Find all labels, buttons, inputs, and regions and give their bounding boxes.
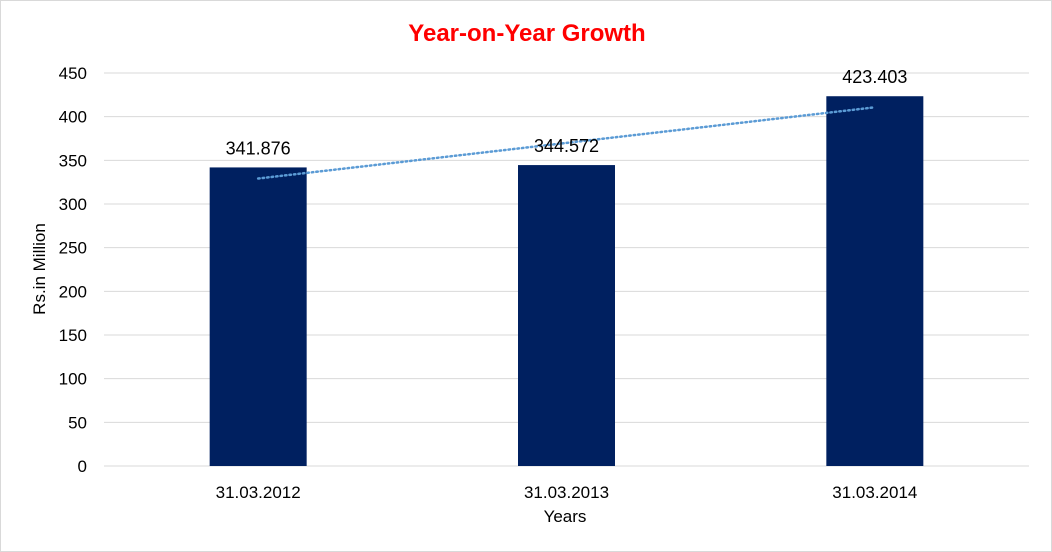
bar	[209, 167, 307, 467]
x-tick-label: 31.03.2013	[524, 483, 609, 502]
data-label: 341.876	[226, 138, 291, 158]
data-labels: 341.876 344.572 423.403	[226, 67, 908, 158]
y-tick-label: 250	[59, 239, 87, 258]
x-tick-label: 31.03.2012	[216, 483, 301, 502]
data-label: 344.572	[534, 136, 599, 156]
y-tick-label: 400	[59, 108, 87, 127]
y-tick-label: 200	[59, 282, 87, 301]
y-tick-label: 150	[59, 326, 87, 345]
x-axis-ticks: 31.03.2012 31.03.2013 31.03.2014	[216, 483, 918, 502]
trendline	[256, 106, 877, 180]
y-tick-label: 50	[68, 413, 87, 432]
y-axis-title: Rs.in Million	[30, 223, 49, 315]
x-tick-label: 31.03.2014	[832, 483, 917, 502]
y-tick-label: 350	[59, 151, 87, 170]
y-tick-label: 300	[59, 195, 87, 214]
y-axis-ticks: 0 50 100 150 200 250 300 350 400 450	[59, 64, 87, 476]
trendline-line	[256, 106, 877, 180]
y-tick-label: 0	[78, 457, 87, 476]
y-tick-label: 450	[59, 64, 87, 83]
bars	[209, 96, 924, 467]
chart-title: Year-on-Year Growth	[408, 20, 645, 47]
y-tick-label: 100	[59, 370, 87, 389]
bar	[518, 165, 615, 466]
data-label: 423.403	[842, 67, 907, 87]
bar	[826, 96, 924, 466]
x-axis-title: Years	[544, 507, 587, 526]
